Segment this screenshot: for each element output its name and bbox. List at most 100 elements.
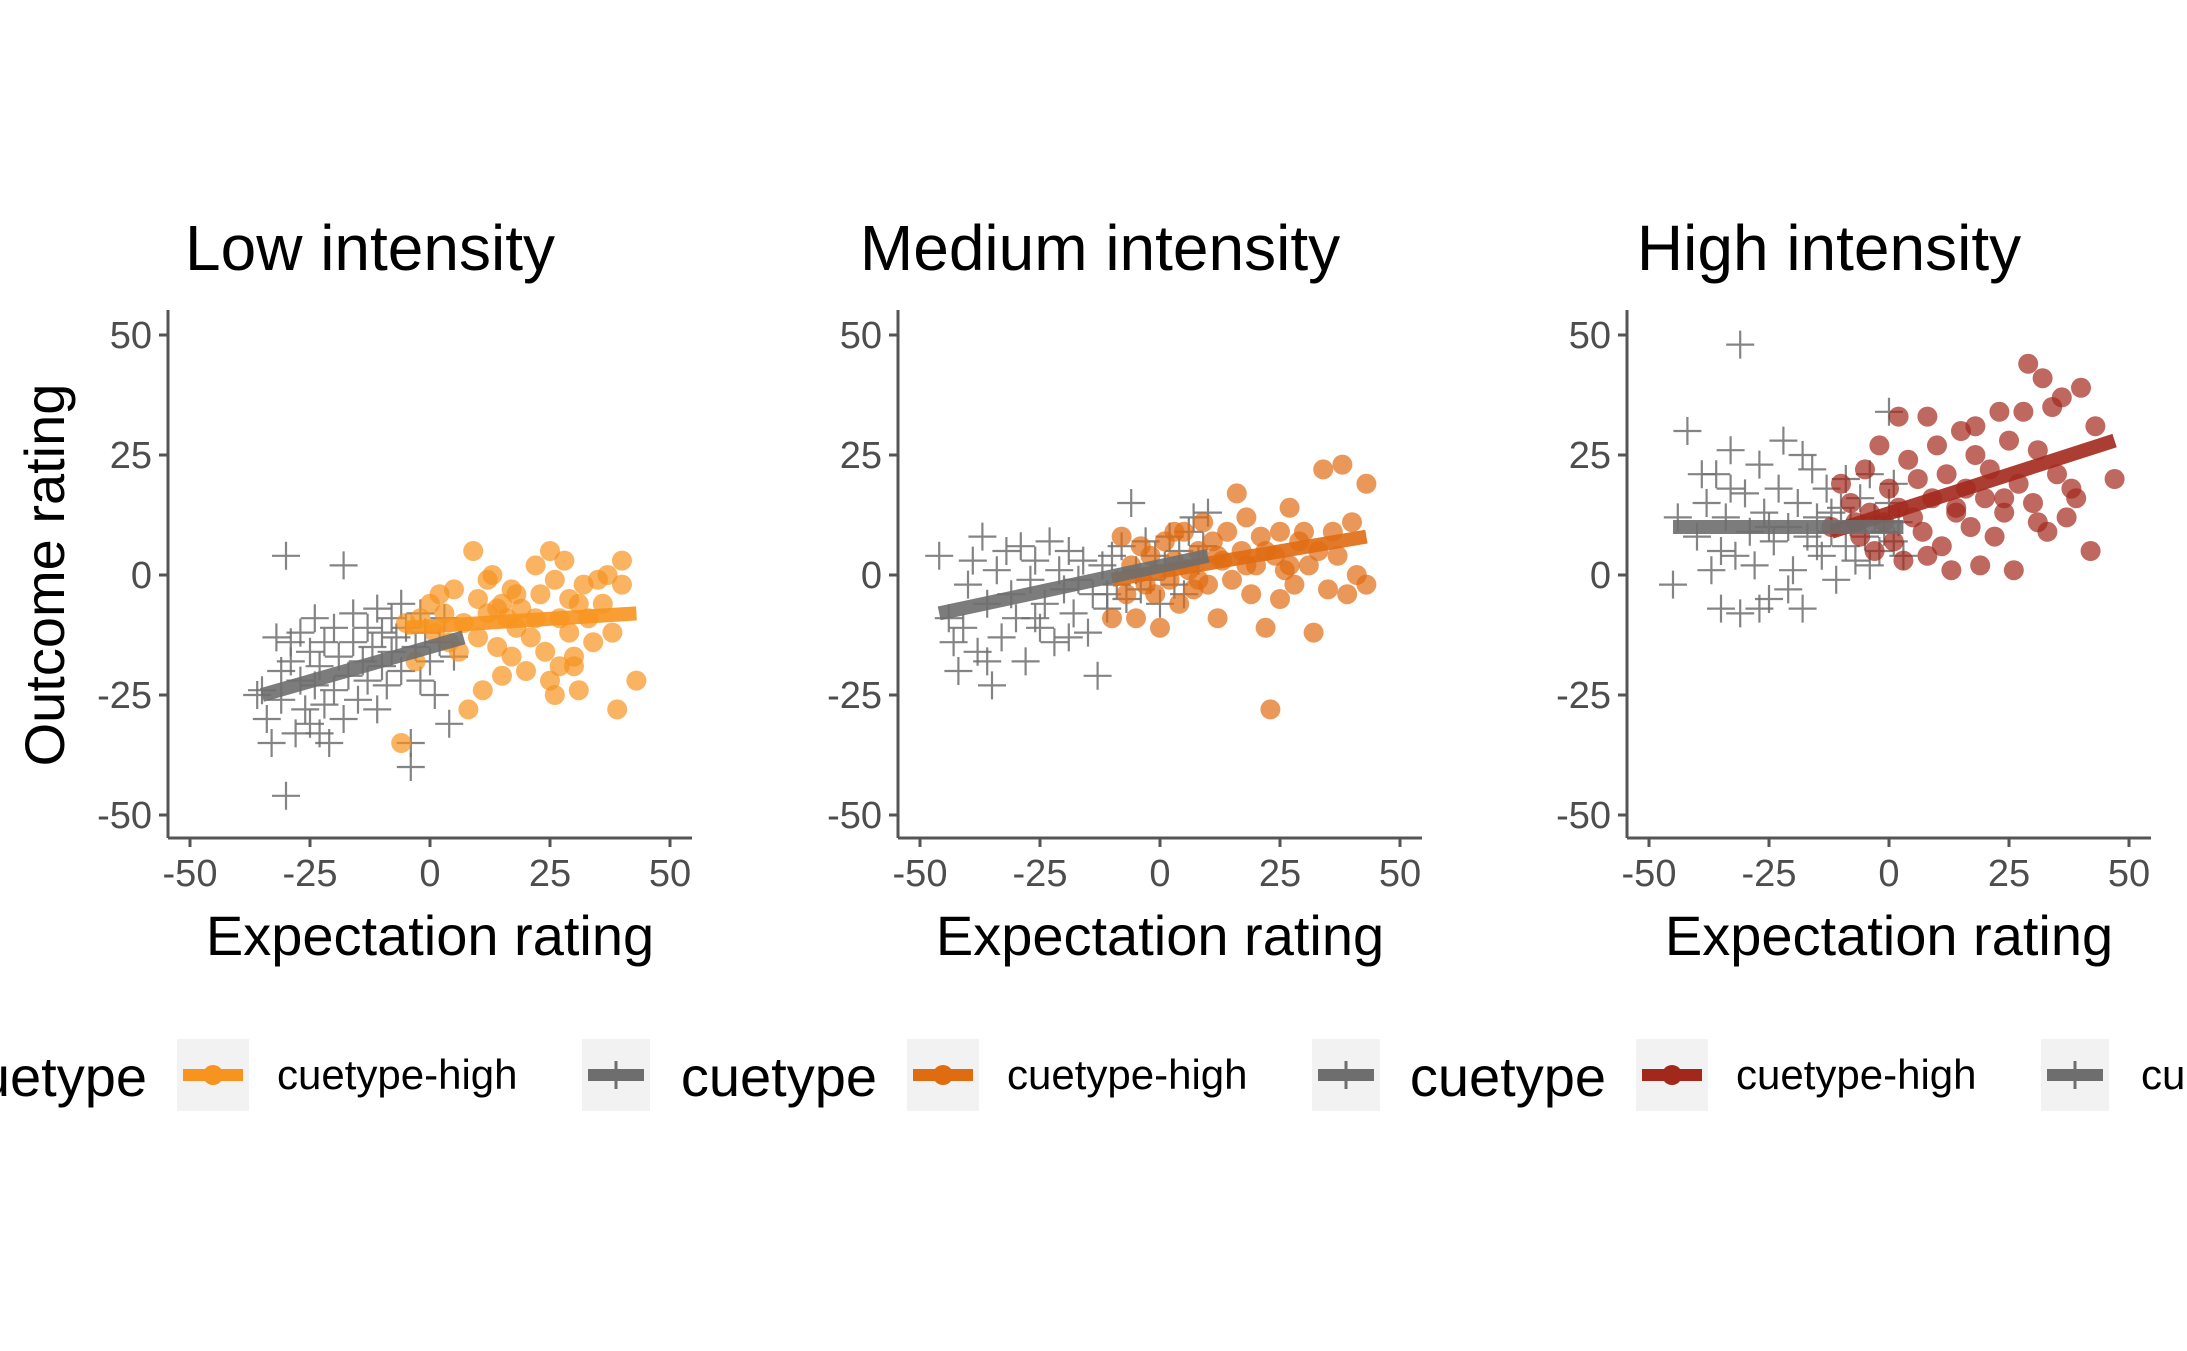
x-tick-label: -50 [163,853,218,895]
data-point [1917,545,1938,566]
data-point [1356,574,1377,595]
data-point [1083,661,1112,690]
data-point [463,541,484,561]
data-point [444,579,464,600]
data-point [1692,489,1721,517]
data-point [1011,647,1040,676]
data-point [272,781,300,810]
data-point [1707,537,1735,565]
data-point [2066,488,2087,509]
data-point [1888,406,1909,427]
data-point [1984,526,2005,547]
data-point [1779,556,1807,585]
legend-label-high: cuetype-high [1007,1051,1248,1098]
panel-2: Medium intensity 50 25 0 -25 -50 -50 -25 0 25 50 Ex… [827,212,1422,967]
data-point [1193,512,1214,533]
data-point [1236,507,1257,528]
data-point [1222,569,1242,590]
data-point [2071,377,2091,398]
x-tick-label: -25 [1013,853,1068,895]
data-point [1169,593,1190,614]
data-point [1783,489,1812,517]
data-point [458,699,479,720]
data-point [520,627,541,648]
data-point [612,550,632,571]
data-point [530,584,551,605]
data-point [396,753,425,781]
data-point [2027,512,2048,533]
data-point [257,729,286,757]
data-point [310,628,339,657]
data-point [973,647,1002,676]
data-point [1726,599,1755,628]
data-point [1069,546,1098,575]
data-point [1279,555,1300,576]
data-point [1074,618,1102,647]
legend-title: cuetype [681,1045,877,1108]
trend-line-cuetype-low [937,548,1210,621]
data-point [626,670,647,691]
data-point [329,551,358,580]
data-point [1798,455,1827,484]
data-point [1912,521,1933,542]
panel-1: Low intensity 50 25 0 -25 -50 -50 -25 0 25 50 Expec… [13,212,692,967]
data-point [310,690,339,719]
data-point [544,569,565,590]
data-point [1126,608,1146,629]
data-point [525,555,546,576]
legend-title: cuetype [1410,1045,1606,1108]
data-point [516,661,536,681]
data-point [554,550,575,571]
data-point [987,623,1016,652]
data-point [472,680,493,701]
data-point [1931,536,1952,557]
legends: cuetype cuetype-high cuetype cuetype-high cu… [0,1039,2185,1111]
data-point [2027,440,2048,461]
data-point [968,522,997,551]
y-tick-label: -25 [1556,675,1611,717]
y-tick-label: 50 [1569,315,1611,357]
data-point [549,656,570,677]
data-point [1313,459,1334,480]
y-tick-label: -50 [827,795,882,837]
data-point [1054,537,1083,565]
y-tick-label: -50 [97,795,152,837]
legend-label-high: cuetype-high [277,1051,518,1098]
data-point [262,623,291,652]
data-point [1337,584,1358,605]
data-point [1270,589,1290,609]
data-point [2104,469,2125,489]
data-point [339,628,368,657]
data-point [1869,435,1890,456]
data-point [420,681,449,709]
data-point [2056,507,2077,528]
x-tick-label: 0 [419,853,440,895]
data-point [602,622,623,643]
data-point [353,613,382,642]
data-point [1260,699,1281,720]
data-point [1188,569,1209,590]
x-axis-label: Expectation rating [936,904,1384,967]
data-point [252,705,281,733]
data-point [296,637,324,666]
trend-line-cuetype-high [1829,433,2117,539]
data-point [1006,532,1035,561]
data-point [1303,622,1324,643]
data-point [1941,560,1962,581]
legend-label-high: cuetype-high [1736,1051,1977,1098]
legend-key-point [933,1065,953,1085]
data-point [1150,617,1170,638]
data-point [501,646,522,667]
legend-label-low: cu [2141,1051,2185,1098]
data-point [1111,526,1132,547]
data-point [368,618,396,647]
x-tick-label: 0 [1149,853,1170,895]
legend-key-point [1332,1061,1360,1089]
data-point [2085,416,2106,437]
data-point [406,666,435,695]
data-point [1764,474,1793,503]
data-point [300,604,329,633]
trend-line-cuetype-low [260,630,466,702]
panel-title: High intensity [1637,212,2021,284]
x-tick-label: 0 [1878,853,1899,895]
